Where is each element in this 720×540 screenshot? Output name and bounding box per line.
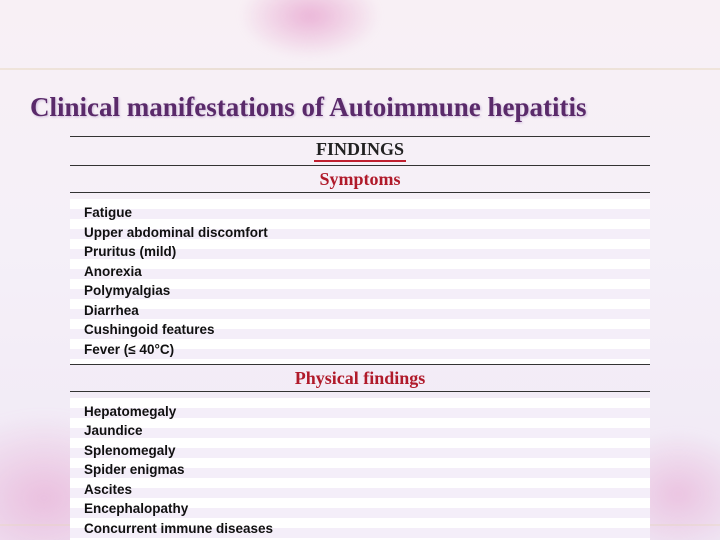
list-item: Cushingoid features xyxy=(82,320,650,340)
list-item: Spider enigmas xyxy=(82,460,650,480)
slide-title: Clinical manifestations of Autoimmune he… xyxy=(30,92,690,123)
decor-rule-top xyxy=(0,68,720,70)
findings-heading: FINDINGS xyxy=(314,139,406,162)
list-item: Fatigue xyxy=(82,203,650,223)
physical-findings-list: Hepatomegaly Jaundice Splenomegaly Spide… xyxy=(70,398,650,540)
symptoms-heading: Symptoms xyxy=(70,166,650,193)
list-item: Jaundice xyxy=(82,421,650,441)
list-item: Diarrhea xyxy=(82,301,650,321)
list-item: Anorexia xyxy=(82,262,650,282)
list-item: Fever (≤ 40°C) xyxy=(82,340,650,360)
decor-bloom-top xyxy=(200,0,420,70)
symptoms-list: Fatigue Upper abdominal discomfort Pruri… xyxy=(70,199,650,364)
list-item: Polymyalgias xyxy=(82,281,650,301)
physical-findings-heading: Physical findings xyxy=(70,364,650,392)
list-item: Ascites xyxy=(82,480,650,500)
list-item: Upper abdominal discomfort xyxy=(82,223,650,243)
list-item: Hepatomegaly xyxy=(82,402,650,422)
list-item: Encephalopathy xyxy=(82,499,650,519)
findings-table: FINDINGS Symptoms Fatigue Upper abdomina… xyxy=(70,136,650,540)
findings-header-row: FINDINGS xyxy=(70,137,650,166)
list-item: Concurrent immune diseases xyxy=(82,519,650,539)
list-item: Splenomegaly xyxy=(82,441,650,461)
list-item: Pruritus (mild) xyxy=(82,242,650,262)
slide: Clinical manifestations of Autoimmune he… xyxy=(0,0,720,540)
